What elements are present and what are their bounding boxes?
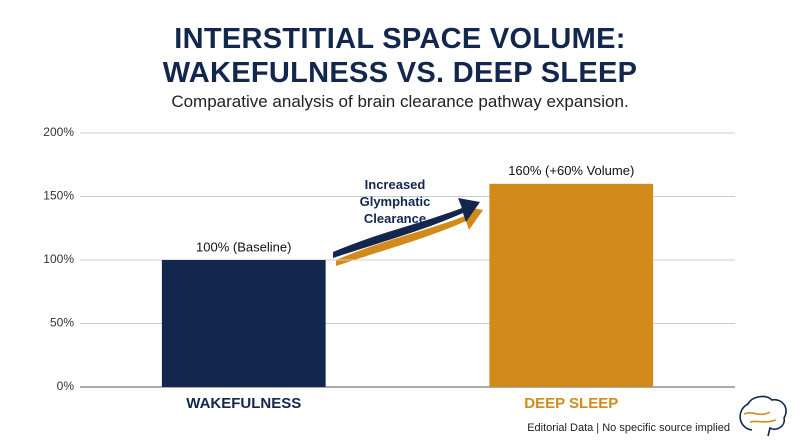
y-tick-label: 100%	[43, 252, 74, 266]
value-label: 100% (Baseline)	[196, 239, 291, 254]
bar	[489, 183, 654, 387]
annotation: Increased Glymphatic Clearance	[359, 177, 431, 226]
y-tick-label: 200%	[43, 125, 74, 139]
chart-title: INTERSTITIAL SPACE VOLUME: WAKEFULNESS V…	[162, 23, 638, 89]
bar	[161, 260, 326, 387]
y-tick-label: 50%	[50, 316, 74, 330]
chart-subtitle: Comparative analysis of brain clearance …	[171, 92, 629, 111]
brain-icon	[739, 395, 787, 437]
y-tick-label: 0%	[57, 379, 75, 393]
x-tick-label: WAKEFULNESS	[186, 395, 301, 412]
y-tick-label: 150%	[43, 189, 74, 203]
source-note: Editorial Data | No specific source impl…	[527, 422, 730, 434]
arrow	[333, 198, 483, 266]
x-tick-label: DEEP SLEEP	[524, 395, 618, 412]
value-label: 160% (+60% Volume)	[508, 163, 634, 178]
